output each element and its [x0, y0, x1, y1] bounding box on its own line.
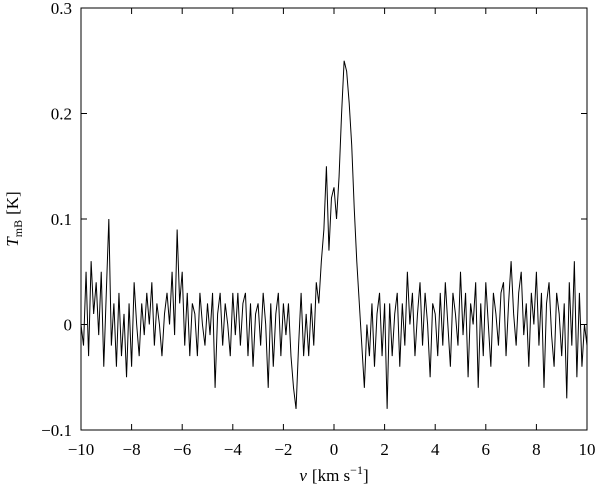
- x-tick-label: 8: [532, 440, 541, 459]
- x-tick-label: 2: [380, 440, 389, 459]
- y-axis-label: TmB [K]: [3, 191, 25, 246]
- x-tick-label: −8: [123, 440, 141, 459]
- y-tick-label: 0.1: [51, 210, 72, 229]
- x-tick-label: −10: [68, 440, 95, 459]
- y-label-subscript: mB: [11, 220, 25, 237]
- y-tick-label: −0.1: [41, 421, 72, 440]
- y-tick-label: 0.2: [51, 105, 72, 124]
- x-label-symbol: v: [299, 466, 307, 485]
- spectrum-line: [80, 60, 588, 409]
- x-axis-label: v [km s−1]: [299, 463, 368, 485]
- x-label-unit: [km s: [312, 466, 350, 485]
- x-tick-label: 6: [482, 440, 491, 459]
- y-tick-label: 0.3: [51, 0, 72, 18]
- x-label-close: ]: [363, 466, 369, 485]
- plot-frame: [80, 7, 588, 431]
- x-tick-label: 10: [579, 440, 596, 459]
- y-label-symbol: T: [3, 236, 22, 247]
- x-tick-label: 4: [431, 440, 440, 459]
- x-tick-label: −2: [274, 440, 292, 459]
- x-label-exponent: −1: [350, 463, 363, 477]
- x-tick-label: −6: [173, 440, 191, 459]
- y-tick-label: 0: [64, 316, 73, 335]
- x-tick-label: 0: [330, 440, 339, 459]
- x-tick-label: −4: [224, 440, 243, 459]
- y-label-unit: [K]: [3, 191, 22, 215]
